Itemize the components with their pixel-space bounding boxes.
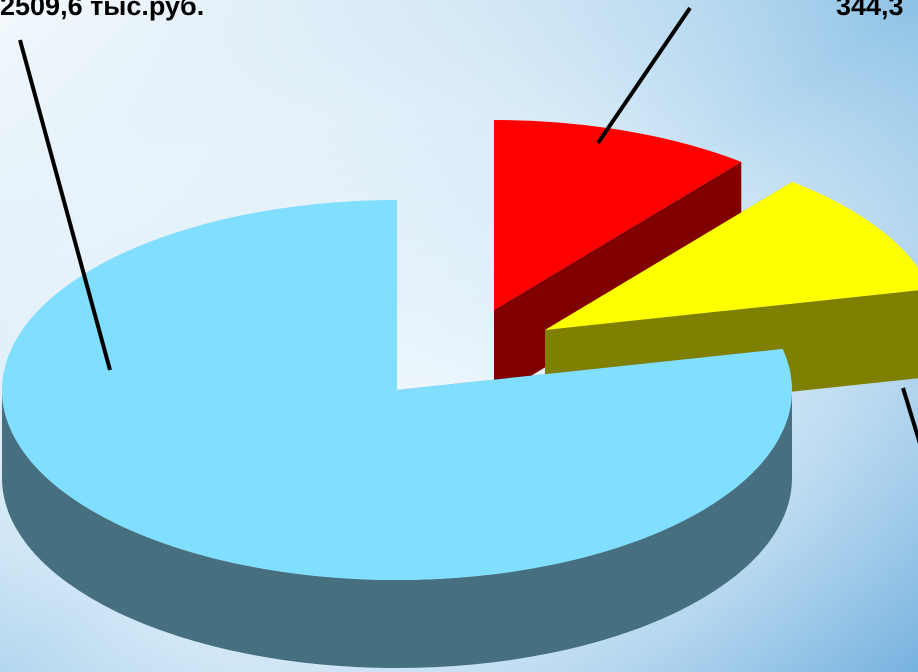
leader-line-3 [901,387,918,444]
data-label-slice-1: 2509,6 тыс.руб. [0,0,205,21]
pie-slice-3 [545,181,918,418]
slice-top-1 [2,200,793,580]
slice-top-2 [494,120,742,310]
leader-line-1 [18,39,112,371]
pie-slice-1 [2,200,793,668]
slice-side-1 [2,390,792,668]
leader-lines [18,6,918,444]
data-label-slice-3: 344,3 [836,0,904,21]
pie-slices [2,120,918,668]
leader-line-2 [596,6,692,145]
slice-top-3 [545,181,918,330]
